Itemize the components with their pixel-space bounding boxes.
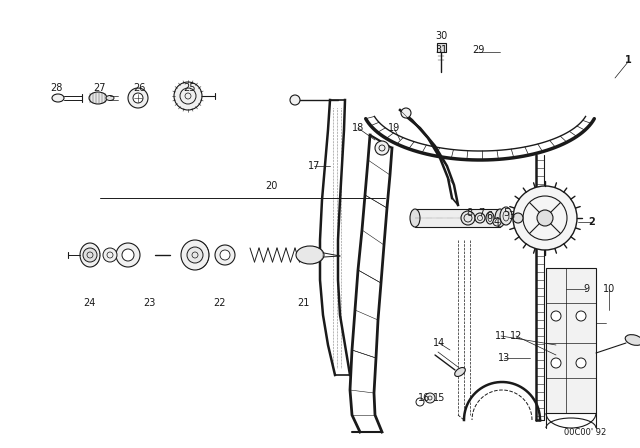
Ellipse shape <box>410 209 420 227</box>
Circle shape <box>461 211 475 225</box>
Ellipse shape <box>80 243 100 267</box>
Circle shape <box>576 311 586 321</box>
Text: 13: 13 <box>498 353 510 363</box>
Ellipse shape <box>52 94 64 102</box>
Text: 10: 10 <box>603 284 615 294</box>
Circle shape <box>116 243 140 267</box>
Text: 29: 29 <box>472 45 484 55</box>
Text: 31: 31 <box>435 45 447 55</box>
Circle shape <box>537 210 553 226</box>
Text: 27: 27 <box>93 83 105 93</box>
Circle shape <box>375 141 389 155</box>
Circle shape <box>122 249 134 261</box>
Circle shape <box>425 393 435 403</box>
Text: 9: 9 <box>583 284 589 294</box>
Text: 00C00' 92: 00C00' 92 <box>564 427 606 436</box>
Text: 23: 23 <box>143 298 155 308</box>
Text: 8: 8 <box>466 208 472 218</box>
Circle shape <box>83 248 97 262</box>
Ellipse shape <box>296 246 324 264</box>
Circle shape <box>215 245 235 265</box>
Ellipse shape <box>625 335 640 345</box>
Bar <box>415 209 500 227</box>
Text: 7: 7 <box>478 208 484 218</box>
Text: 14: 14 <box>433 338 445 348</box>
Text: 20: 20 <box>265 181 277 191</box>
Circle shape <box>133 93 143 103</box>
Text: 2: 2 <box>589 217 595 227</box>
Text: 12: 12 <box>510 331 522 341</box>
Ellipse shape <box>500 207 512 225</box>
Circle shape <box>174 82 202 110</box>
Text: 16: 16 <box>418 393 430 403</box>
Circle shape <box>290 95 300 105</box>
Circle shape <box>551 358 561 368</box>
Circle shape <box>493 218 501 226</box>
Text: 24: 24 <box>83 298 95 308</box>
Circle shape <box>513 213 523 223</box>
Bar <box>437 43 446 52</box>
Circle shape <box>576 358 586 368</box>
Ellipse shape <box>486 212 494 224</box>
Text: 4: 4 <box>494 217 500 227</box>
Circle shape <box>513 186 577 250</box>
Text: 5: 5 <box>503 208 509 218</box>
Text: 25: 25 <box>183 83 195 93</box>
Text: 1: 1 <box>625 55 632 65</box>
Text: 19: 19 <box>388 123 400 133</box>
Text: 15: 15 <box>433 393 445 403</box>
Text: 26: 26 <box>133 83 145 93</box>
Circle shape <box>401 108 411 118</box>
Text: 18: 18 <box>352 123 364 133</box>
Text: 3: 3 <box>508 211 514 221</box>
Ellipse shape <box>106 95 114 100</box>
Circle shape <box>475 213 485 223</box>
Text: 30: 30 <box>435 31 447 41</box>
Circle shape <box>187 247 203 263</box>
Circle shape <box>220 250 230 260</box>
Text: 21: 21 <box>297 298 309 308</box>
Ellipse shape <box>181 240 209 270</box>
Text: 11: 11 <box>495 331 507 341</box>
Ellipse shape <box>454 367 465 376</box>
Text: 22: 22 <box>212 298 225 308</box>
Bar <box>546 268 596 413</box>
Ellipse shape <box>89 92 107 104</box>
Text: 6: 6 <box>486 211 492 221</box>
Circle shape <box>551 311 561 321</box>
Text: 17: 17 <box>308 161 320 171</box>
Circle shape <box>128 88 148 108</box>
Circle shape <box>103 248 117 262</box>
Ellipse shape <box>495 209 505 227</box>
Text: 28: 28 <box>50 83 62 93</box>
